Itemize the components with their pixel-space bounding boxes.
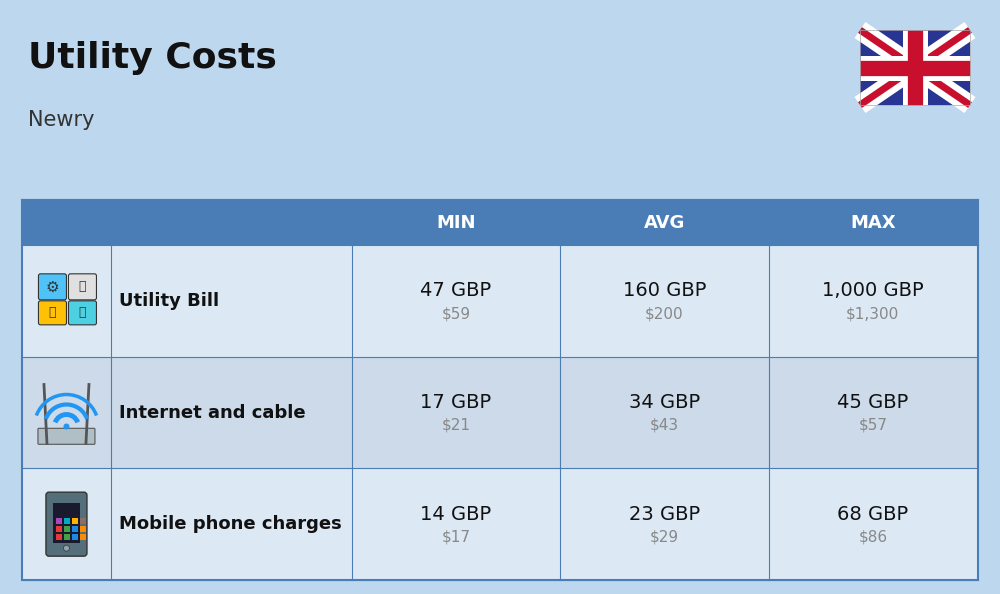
Circle shape: [63, 424, 69, 429]
Text: 14 GBP: 14 GBP: [420, 505, 492, 524]
Text: Mobile phone charges: Mobile phone charges: [119, 515, 342, 533]
Bar: [56, 526, 62, 532]
Text: 🔌: 🔌: [49, 307, 56, 320]
Bar: [56, 518, 62, 524]
FancyBboxPatch shape: [68, 301, 96, 325]
Text: $57: $57: [858, 418, 887, 433]
Text: ⚙: ⚙: [46, 279, 59, 295]
Text: AVG: AVG: [644, 213, 685, 232]
Bar: [22, 356, 978, 468]
FancyBboxPatch shape: [46, 492, 87, 556]
Text: 💧: 💧: [79, 307, 86, 320]
FancyBboxPatch shape: [68, 274, 96, 300]
Text: Newry: Newry: [28, 110, 94, 130]
Text: Internet and cable: Internet and cable: [119, 403, 306, 422]
Text: 34 GBP: 34 GBP: [629, 393, 700, 412]
Bar: [56, 534, 62, 540]
Text: 160 GBP: 160 GBP: [623, 282, 706, 301]
Text: $86: $86: [858, 530, 887, 545]
Text: $17: $17: [442, 530, 471, 545]
Text: MAX: MAX: [850, 213, 896, 232]
Text: 23 GBP: 23 GBP: [629, 505, 700, 524]
Bar: [22, 245, 978, 356]
Text: $21: $21: [442, 418, 471, 433]
Text: Utility Costs: Utility Costs: [28, 41, 277, 75]
Bar: [22, 200, 978, 580]
Bar: [72, 534, 78, 540]
Text: MIN: MIN: [436, 213, 476, 232]
Text: $1,300: $1,300: [846, 307, 899, 321]
Text: Utility Bill: Utility Bill: [119, 292, 219, 310]
Text: 1,000 GBP: 1,000 GBP: [822, 282, 924, 301]
Bar: [53, 503, 80, 543]
Text: 47 GBP: 47 GBP: [420, 282, 492, 301]
Bar: [64, 526, 70, 532]
Text: 45 GBP: 45 GBP: [837, 393, 908, 412]
Text: $59: $59: [441, 307, 471, 321]
Text: $43: $43: [650, 418, 679, 433]
FancyBboxPatch shape: [38, 274, 66, 300]
Bar: [22, 200, 978, 245]
Text: 68 GBP: 68 GBP: [837, 505, 908, 524]
Text: 👤: 👤: [79, 280, 86, 293]
Bar: [860, 30, 970, 105]
Bar: [64, 518, 70, 524]
FancyBboxPatch shape: [38, 301, 66, 325]
Bar: [22, 468, 978, 580]
Bar: [80, 534, 86, 540]
Circle shape: [63, 545, 69, 551]
Bar: [72, 518, 78, 524]
Bar: [860, 30, 970, 105]
FancyBboxPatch shape: [38, 428, 95, 444]
Bar: [72, 526, 78, 532]
Bar: [80, 526, 86, 532]
Text: $29: $29: [650, 530, 679, 545]
Bar: [80, 518, 86, 524]
Bar: [64, 534, 70, 540]
Text: $200: $200: [645, 307, 684, 321]
Text: 17 GBP: 17 GBP: [420, 393, 492, 412]
